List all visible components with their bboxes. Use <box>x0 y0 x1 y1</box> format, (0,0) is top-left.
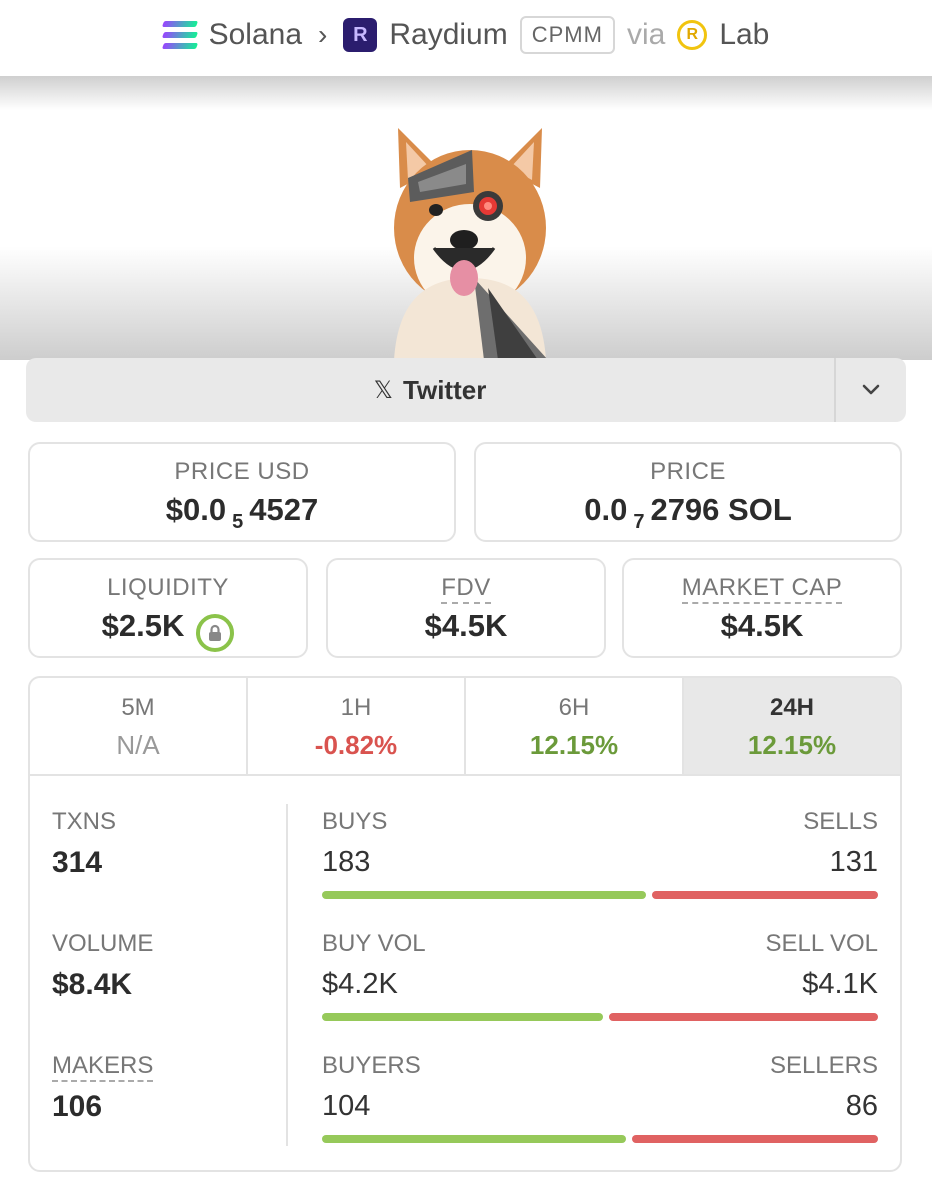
tab-1h-change: -0.82% <box>314 730 398 760</box>
liquidity-label: LIQUIDITY <box>107 574 229 601</box>
chevron-down-icon <box>862 384 880 395</box>
market-cap-label-wrap: MARKET CAP <box>624 574 900 604</box>
tab-24h-change: 12.15% <box>747 730 837 760</box>
sell-vol-value: $4.1K <box>802 968 878 1000</box>
market-cap-card: MARKET CAP $4.5K <box>622 558 902 658</box>
pool-type-badge: CPMM <box>519 16 615 54</box>
buy-vol-value: $4.2K <box>322 968 398 1000</box>
solana-icon <box>161 21 198 49</box>
lab-icon: R <box>677 20 708 50</box>
sellers-value: 86 <box>845 1090 878 1122</box>
makers-label[interactable]: MAKERS <box>52 1052 154 1082</box>
price-usd-card: PRICE USD $0.0 5 4527 <box>28 442 456 542</box>
buy-vol-bar <box>322 1013 603 1021</box>
buys-value: 183 <box>322 846 371 878</box>
sell-vol-bar <box>609 1013 878 1021</box>
twitter-button[interactable]: 𝕏 Twitter <box>26 358 834 422</box>
txns-label: TXNS <box>52 808 117 835</box>
liquidity-card: LIQUIDITY $2.5K <box>28 558 308 658</box>
price-native-digits: 2796 SOL <box>650 492 792 527</box>
lock-glyph <box>209 624 222 641</box>
sell-vol-label: SELL VOL <box>765 930 878 957</box>
price-native-label: PRICE <box>650 458 726 485</box>
stats-panel: 5M N/A 1H -0.82% 6H 12.15% 24H 12.15% TX… <box>28 676 902 1172</box>
buys-sells-bar <box>322 891 878 899</box>
via-text: via <box>626 18 666 51</box>
tab-24h[interactable]: 24H 12.15% <box>684 678 900 774</box>
sellers-bar <box>632 1135 878 1143</box>
tab-6h[interactable]: 6H 12.15% <box>466 678 684 774</box>
sells-value: 131 <box>829 846 878 878</box>
buyers-value: 104 <box>322 1090 371 1122</box>
tab-5m[interactable]: 5M N/A <box>30 678 248 774</box>
tab-5m-label: 5M <box>121 694 155 721</box>
price-usd-value: $0.0 5 4527 <box>30 492 454 533</box>
price-native-card: PRICE 0.0 7 2796 SOL <box>474 442 902 542</box>
fdv-label-wrap: FDV <box>328 574 604 604</box>
makers-label-wrap: MAKERS <box>52 1052 154 1082</box>
lock-icon[interactable] <box>196 614 235 652</box>
market-cap-value: $4.5K <box>720 608 804 643</box>
x-logo-icon: 𝕏 <box>373 376 394 404</box>
tab-6h-label: 6H <box>558 694 590 721</box>
buys-sells-metric: BUYS SELLS 183 131 <box>322 808 878 899</box>
socials-expand-button[interactable] <box>834 358 906 422</box>
sellers-label: SELLERS <box>769 1052 878 1079</box>
sells-label: SELLS <box>803 808 878 835</box>
buys-bar <box>322 891 646 899</box>
chevron-right-icon: › <box>318 19 328 50</box>
txns-metric: TXNS 314 <box>52 808 116 880</box>
volume-value: $8.4K <box>52 968 133 1001</box>
raydium-icon: R <box>343 18 378 52</box>
price-native-zero-count: 7 <box>633 511 645 533</box>
liquidity-value: $2.5K <box>101 608 185 643</box>
liquidity-value-row: $2.5K <box>30 608 306 652</box>
metrics-divider <box>286 804 288 1146</box>
breadcrumb-dex[interactable]: Raydium <box>389 18 508 51</box>
buys-label: BUYS <box>322 808 388 835</box>
timeframe-tabs: 5M N/A 1H -0.82% 6H 12.15% 24H 12.15% <box>30 678 900 776</box>
token-image <box>394 128 548 360</box>
sells-bar <box>652 891 878 899</box>
buyers-bar <box>322 1135 626 1143</box>
twitter-label: Twitter <box>403 374 487 405</box>
buy-sell-volume-bar <box>322 1013 878 1021</box>
token-banner <box>0 76 932 360</box>
tab-1h-label: 1H <box>340 694 372 721</box>
fdv-value: $4.5K <box>424 608 508 643</box>
breadcrumb-chain[interactable]: Solana <box>208 18 303 51</box>
market-cap-label[interactable]: MARKET CAP <box>681 574 843 604</box>
fdv-label[interactable]: FDV <box>441 574 491 604</box>
tab-1h[interactable]: 1H -0.82% <box>248 678 466 774</box>
makers-metric: MAKERS 106 <box>52 1052 154 1124</box>
tab-6h-change: 12.15% <box>529 730 619 760</box>
fdv-card: FDV $4.5K <box>326 558 606 658</box>
breadcrumb: Solana › R Raydium CPMM via R Lab <box>0 0 932 70</box>
tab-5m-change: N/A <box>116 730 160 760</box>
txns-value: 314 <box>52 846 103 879</box>
breadcrumb-source[interactable]: Lab <box>719 18 770 51</box>
volume-label: VOLUME <box>52 930 154 957</box>
price-usd-label: PRICE USD <box>174 458 310 485</box>
price-usd-digits: 4527 <box>249 492 319 527</box>
socials-bar: 𝕏 Twitter <box>26 358 906 422</box>
makers-value: 106 <box>52 1090 103 1123</box>
price-native-prefix: 0.0 <box>584 492 628 527</box>
buy-sell-volume-metric: BUY VOL SELL VOL $4.2K $4.1K <box>322 930 878 1021</box>
price-usd-zero-count: 5 <box>232 511 244 533</box>
buy-vol-label: BUY VOL <box>322 930 426 957</box>
buyers-label: BUYERS <box>322 1052 421 1079</box>
buyers-sellers-metric: BUYERS SELLERS 104 86 <box>322 1052 878 1143</box>
volume-metric: VOLUME $8.4K <box>52 930 153 1002</box>
price-native-value: 0.0 7 2796 SOL <box>476 492 900 533</box>
buyers-sellers-bar <box>322 1135 878 1143</box>
price-usd-prefix: $0.0 <box>165 492 227 527</box>
tab-24h-label: 24H <box>769 694 815 721</box>
